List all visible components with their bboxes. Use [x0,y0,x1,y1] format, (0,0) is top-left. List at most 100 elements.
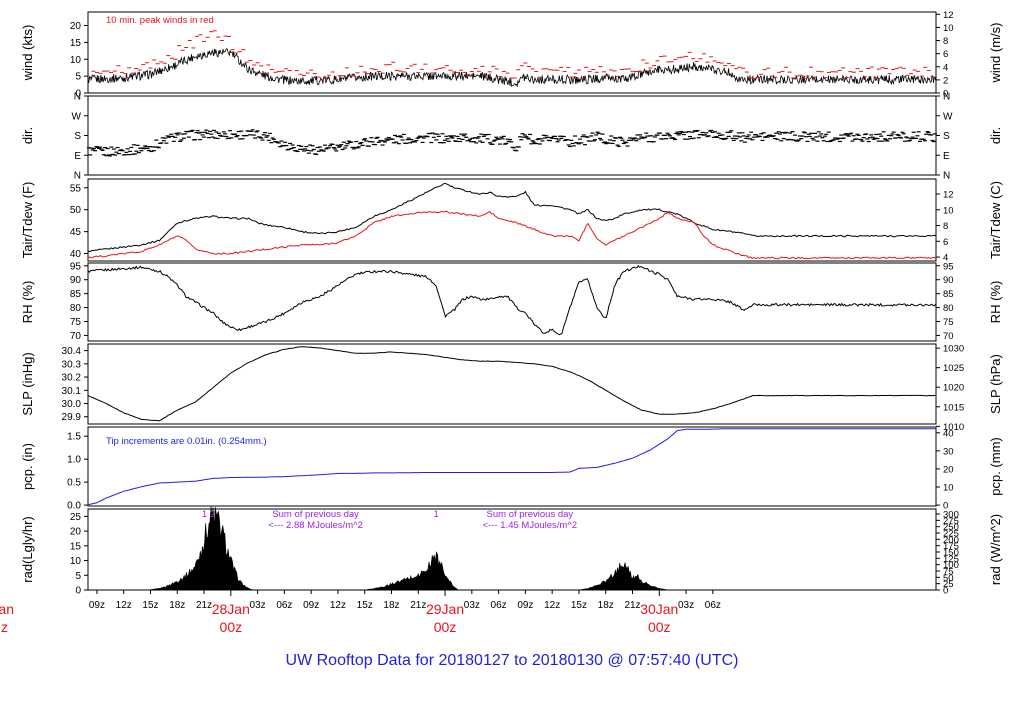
series-pcp-precipitation [87,428,936,506]
right-axis-title-dir: dir. [988,127,1003,144]
left-tick-label: 85 [70,289,82,300]
x-tick-label: 06z [705,600,721,611]
left-tick-label: 30.3 [62,359,82,370]
right-tick-label: 20 [943,464,954,475]
right-axis-wind: 0 2 4 6 8 10 12 [936,10,954,100]
left-tick-label: 30.0 [62,399,82,410]
panel-frame-rh [87,262,937,342]
x-day-hour: 00z [434,619,457,635]
left-tick-label: 80 [70,303,82,314]
left-tick-label: 0.5 [67,478,81,489]
rad-annotation: Sum of previous day [272,509,359,520]
left-axis-pcp: 0.0 0.5 1.0 1.5 [67,432,88,512]
series-rad-radiation-day-2 [364,551,460,591]
right-tick-label: 95 [943,261,954,272]
left-tick-label: N [74,92,81,103]
left-tick-label: 15 [70,541,82,552]
right-tick-label: 2 [943,75,948,86]
series-rad-radiation-day-3 [578,562,669,591]
right-axis-title-slp: SLP (hPa) [988,354,1003,414]
right-tick-label: 10 [943,205,954,216]
right-tick-label: 1010 [943,422,964,433]
x-tick-label: 09z [303,600,319,611]
right-tick-label: 275 [943,516,959,527]
x-tick-label: 21z [410,600,426,611]
panel-frame-temp [87,178,937,262]
x-tick-label: 03z [678,600,694,611]
right-tick-label: 25 [943,579,954,590]
rad-annotations: 1 2 Sum of previous day<--- 2.88 MJoules/… [202,509,577,531]
series-rh-rh [87,264,936,336]
left-tick-label: 5 [75,571,81,582]
left-tick-label: W [72,111,82,122]
left-axis-title-dir: dir. [20,127,35,144]
right-tick-label: N [943,171,950,182]
left-axis-rad: 0 5 10 15 20 25 [70,512,88,597]
right-tick-label: 150 [943,548,959,559]
left-tick-label: 95 [70,261,82,272]
panel-frame-dir [87,95,937,176]
x-tick-label: 15z [142,600,158,611]
left-tick-label: 30.1 [62,386,82,397]
right-tick-label: W [943,111,953,122]
right-axis-rh: 70 75 80 85 90 95 [936,261,954,342]
right-tick-label: 30 [943,446,954,457]
right-tick-label: 10 [943,483,954,494]
left-tick-label: 30.4 [62,346,82,357]
x-left-edge-date: Jan [0,601,14,617]
left-tick-label: S [74,131,81,142]
pcp-annotation: Tip increments are 0.01in. (0.254mm.) [106,436,267,447]
rad-annotation: 1 [433,509,438,520]
left-tick-label: 0.0 [67,501,81,512]
right-tick-label: 8 [943,221,948,232]
x-tick-label: 12z [116,600,132,611]
right-tick-label: 100 [943,560,959,571]
x-tick-label: 03z [464,600,480,611]
series-slp-slp [87,346,936,422]
x-day-date: 29Jan [426,601,464,617]
right-tick-label: 175 [943,541,959,552]
right-tick-label: 225 [943,529,959,540]
right-tick-label: 4 [943,62,948,73]
right-tick-label: 80 [943,303,954,314]
right-tick-label: 1020 [943,383,964,394]
left-tick-label: 25 [70,512,82,523]
right-tick-label: 0 [943,586,948,597]
right-tick-label: N [943,92,950,103]
left-axis-rh: 70 75 80 85 90 95 [70,261,88,342]
panel-rad: 0510152025025507510012515017520022525027… [20,506,1003,597]
panel-wind: 0 5 10 15 20 0 2 4 6 8 10 12 wind (kts) wind (m/s) 10 … [20,10,1003,100]
right-tick-label: 85 [943,289,954,300]
wind-annotation: 10 min. peak winds in red [106,15,214,26]
panel-frame-rad [87,508,937,591]
left-axis-title-rh: RH (%) [20,281,35,324]
right-tick-label: 0 [943,501,948,512]
left-tick-label: 1.5 [67,432,81,443]
right-tick-label: 125 [943,554,959,565]
x-tick-label: 03z [250,600,266,611]
left-axis-temp: 40 45 50 55 [70,183,88,260]
right-axis-title-temp: Tair/Tdew (C) [988,181,1003,259]
x-tick-label: 18z [383,600,399,611]
left-tick-label: 20 [70,527,82,538]
left-tick-label: 55 [70,183,82,194]
right-tick-label: 8 [943,36,948,47]
right-tick-label: 4 [943,253,948,264]
right-tick-label: 250 [943,522,959,533]
right-axis-title-wind: wind (m/s) [988,23,1003,84]
left-tick-label: 0 [75,586,81,597]
left-tick-label: 1.0 [67,455,81,466]
x-tick-label: 18z [598,600,614,611]
panel-frame-wind [87,11,937,94]
x-tick-label: 21z [196,600,212,611]
panel-frame-slp [87,343,937,425]
x-tick-label: 06z [491,600,507,611]
left-tick-label: 45 [70,227,82,238]
left-tick-label: E [74,151,81,162]
left-tick-label: 75 [70,317,82,328]
panel-rh: 70 75 80 85 90 95 70 75 80 85 90 95 RH (%) RH (%) [20,261,1003,342]
